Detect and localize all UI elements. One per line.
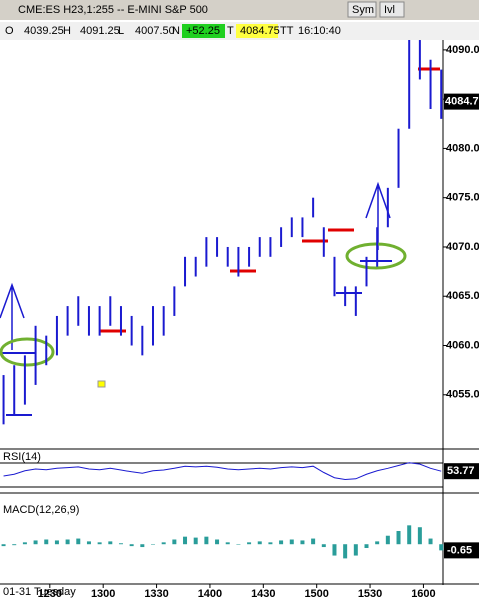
time-label: TT — [280, 25, 294, 37]
macd-bar — [161, 542, 166, 545]
x-tick-label: 1330 — [144, 588, 168, 600]
macd-bar — [343, 544, 348, 559]
last-label: T — [227, 25, 234, 37]
macd-bar — [353, 544, 358, 556]
chart-title: CME:ES H23,1:255 -- E-MINI S&P 500 — [18, 4, 208, 16]
macd-bar — [65, 539, 70, 545]
net-value: +52.25 — [186, 25, 220, 37]
macd-bar — [129, 544, 134, 547]
rsi-title: RSI(14) — [3, 451, 41, 463]
y-tick-label: 4060.0 — [446, 339, 479, 351]
info-values: O 4039.25 H 4091.25 L 4007.50 N +52.25 T… — [5, 25, 341, 37]
last-price-label: 4084.75 — [445, 96, 479, 108]
y-tick-label: 4090.0 — [446, 44, 479, 56]
open-value: 4039.25 — [24, 25, 64, 37]
macd-bar — [279, 540, 284, 545]
low-value: 4007.50 — [135, 25, 175, 37]
macd-bar — [417, 527, 422, 545]
macd-bar — [108, 541, 113, 545]
macd-bar — [193, 537, 198, 545]
macd-bar — [183, 536, 188, 545]
macd-bar — [257, 541, 262, 545]
low-label: L — [118, 25, 124, 37]
x-tick-label: 1600 — [411, 588, 435, 600]
y-tick-label: 4080.0 — [446, 142, 479, 154]
macd-bar — [385, 535, 390, 545]
net-label: N — [172, 25, 180, 37]
macd-bar — [289, 539, 294, 545]
macd-bar — [12, 544, 17, 546]
open-label: O — [5, 25, 14, 37]
sym-button[interactable] — [347, 1, 377, 18]
y-tick-label: 4070.0 — [446, 241, 479, 253]
net-background — [182, 24, 225, 38]
macd-bar — [97, 542, 102, 545]
macd-bar — [300, 540, 305, 545]
macd-bar — [215, 539, 220, 545]
high-label: H — [63, 25, 71, 37]
macd-bar — [22, 542, 27, 545]
macd-bar — [76, 538, 81, 545]
x-tick-label: 1230 — [38, 588, 62, 600]
last-price-box — [444, 93, 479, 110]
highlight-ellipse — [0, 337, 55, 367]
macd-bar — [247, 542, 252, 545]
sym-button-label[interactable]: Sym — [352, 4, 374, 16]
macd-bar — [54, 540, 59, 545]
arrow — [0, 282, 25, 350]
last-background — [236, 24, 278, 38]
macd-bar — [407, 525, 412, 545]
x-tick-label: 1300 — [91, 588, 115, 600]
macd-bar — [172, 539, 177, 545]
macd-value-box — [444, 542, 479, 559]
rsi-value-label: 53.77 — [447, 465, 475, 477]
ivl-button-label[interactable]: Ivl — [384, 4, 395, 16]
last-value: 4084.75 — [240, 25, 280, 37]
macd-bar — [33, 540, 38, 545]
macd-bar — [268, 542, 273, 545]
rsi-line — [3, 462, 442, 481]
macd-bar — [151, 544, 156, 545]
macd-bar — [140, 544, 145, 548]
macd-bar — [321, 544, 326, 548]
macd-bar — [225, 542, 230, 545]
time-value: 16:10:40 — [298, 25, 341, 37]
macd-bar — [364, 544, 369, 548]
macd-bar — [332, 544, 337, 556]
macd-bar — [428, 538, 433, 545]
macd-bar — [44, 539, 49, 545]
macd-bar — [396, 531, 401, 545]
macd-bar — [375, 541, 380, 545]
macd-value-label: -0.65 — [447, 544, 472, 556]
macd-bar — [311, 538, 316, 545]
macd-bar — [118, 543, 123, 545]
macd-bar — [204, 536, 209, 545]
x-tick-label: 1530 — [358, 588, 382, 600]
x-tick-label: 1400 — [198, 588, 222, 600]
macd-bar — [236, 544, 241, 545]
high-value: 4091.25 — [80, 25, 120, 37]
x-tick-label: 1500 — [304, 588, 328, 600]
macd-title: MACD(12,26,9) — [3, 504, 79, 516]
ivl-button[interactable] — [379, 1, 405, 18]
rsi-value-box — [444, 463, 479, 480]
macd-bar — [1, 544, 6, 547]
y-tick-label: 4075.0 — [446, 192, 479, 204]
macd-bar — [86, 541, 91, 545]
macd-bar — [439, 544, 444, 551]
x-tick-label: 1430 — [251, 588, 275, 600]
y-tick-label: 4055.0 — [446, 389, 479, 401]
date-label: 01-31 Tuesday — [3, 586, 76, 598]
y-tick-label: 4065.0 — [446, 290, 479, 302]
highlight-ellipse — [345, 242, 407, 270]
marker-square — [97, 380, 106, 388]
